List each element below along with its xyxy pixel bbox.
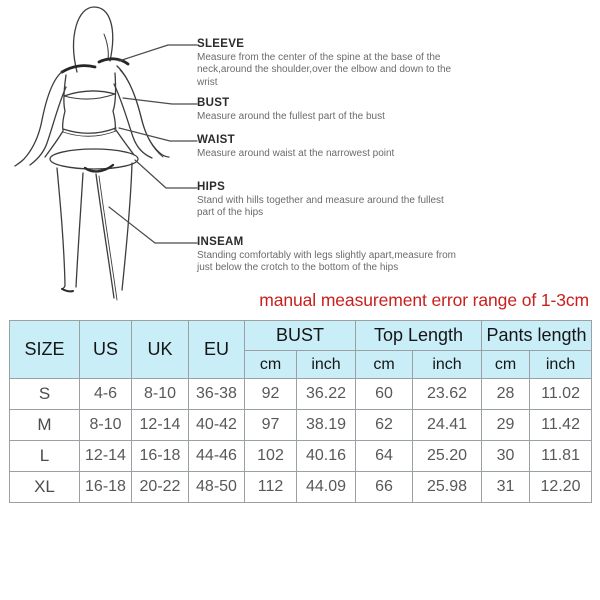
leader-lines [108,44,198,244]
size-cell: XL [9,471,80,503]
table-cell: 11.42 [529,409,593,441]
table-units-row: cm inch cm inch cm inch [10,350,593,379]
col-header-top-length: Top Length [355,320,483,351]
table-cell: 29 [481,409,531,441]
size-cell: S [9,378,80,410]
unit-header-pants-inch: inch [529,350,593,379]
table-cell: 8-10 [79,409,132,441]
table-row-s: S 4-6 8-10 36-38 92 36.22 60 23.62 28 11… [9,378,593,410]
measure-label-waist: WAIST Measure around waist at the narrow… [197,134,463,160]
table-cell: 16-18 [131,440,189,472]
table-cell: 40.16 [295,440,357,472]
table-cell: 31 [481,471,531,503]
table-cell: 25.98 [412,471,483,503]
table-row-m: M 8-10 12-14 40-42 97 38.19 62 24.41 29 … [9,409,593,441]
table-cell: 102 [244,440,297,472]
table-cell: 11.02 [529,378,593,410]
table-cell: 64 [355,440,414,472]
measure-desc: Standing comfortably with legs slightly … [197,250,457,274]
size-cell: M [9,409,80,441]
measure-desc: Stand with hills together and measure ar… [197,195,444,219]
unit-header-top-cm: cm [355,350,414,379]
table-cell: 12-14 [79,440,132,472]
table-cell: 40-42 [188,409,245,441]
measure-title: INSEAM [197,236,244,248]
measure-desc: Measure around waist at the narrowest po… [197,148,395,159]
unit-header-bust-cm: cm [244,350,297,379]
measure-label-hips: HIPS Stand with hills together and measu… [197,181,463,220]
col-header-bust: BUST [243,320,357,351]
unit-header-top-inch: inch [412,350,483,379]
table-cell: 44.09 [295,471,357,503]
table-cell: 28 [481,378,531,410]
measure-label-bust: BUST Measure around the fullest part of … [197,97,463,123]
col-header-size: SIZE [9,320,80,379]
table-header-row: SIZE US UK EU BUST Top Length Pants leng… [9,320,593,379]
body-figure-sketch [14,6,198,301]
measurement-error-note: manual measurement error range of 1-3cm [259,290,589,310]
table-row-l: L 12-14 16-18 44-46 102 40.16 64 25.20 3… [9,440,593,472]
col-header-uk: UK [131,320,189,379]
table-cell: 24.41 [412,409,483,441]
measure-title: BUST [197,97,230,109]
measure-label-sleeve: SLEEVE Measure from the center of the sp… [197,38,463,89]
col-header-us: US [79,320,132,379]
table-cell: 30 [481,440,531,472]
table-cell: 60 [355,378,414,410]
table-cell: 11.81 [529,440,593,472]
table-cell: 66 [355,471,414,503]
table-cell: 25.20 [412,440,483,472]
col-header-eu: EU [188,320,245,379]
table-cell: 38.19 [295,409,357,441]
table-row-xl: XL 16-18 20-22 48-50 112 44.09 66 25.98 … [9,471,593,503]
unit-header-pants-cm: cm [481,350,531,379]
table-cell: 92 [244,378,297,410]
measure-title: HIPS [197,181,226,193]
table-cell: 4-6 [79,378,132,410]
table-cell: 20-22 [131,471,189,503]
table-cell: 8-10 [131,378,189,410]
table-cell: 62 [355,409,414,441]
table-cell: 44-46 [188,440,245,472]
figure-outline [14,6,170,301]
table-cell: 112 [244,471,297,503]
table-cell: 16-18 [79,471,132,503]
table-cell: 97 [244,409,297,441]
measure-desc: Measure around the fullest part of the b… [197,111,385,122]
table-cell: 23.62 [412,378,483,410]
table-cell: 12.20 [529,471,593,503]
table-cell: 12-14 [131,409,189,441]
col-header-pants-length: Pants length [481,320,593,351]
size-chart-table: SIZE US UK EU BUST Top Length Pants leng… [9,320,593,503]
table-cell: 36.22 [295,378,357,410]
measure-title: WAIST [197,134,235,146]
size-cell: L [9,440,80,472]
measure-title: SLEEVE [197,38,245,50]
table-cell: 36-38 [188,378,245,410]
measure-desc: Measure from the center of the spine at … [197,52,452,88]
measure-label-inseam: INSEAM Standing comfortably with legs sl… [197,236,463,275]
table-cell: 48-50 [188,471,245,503]
unit-header-bust-inch: inch [295,350,357,379]
